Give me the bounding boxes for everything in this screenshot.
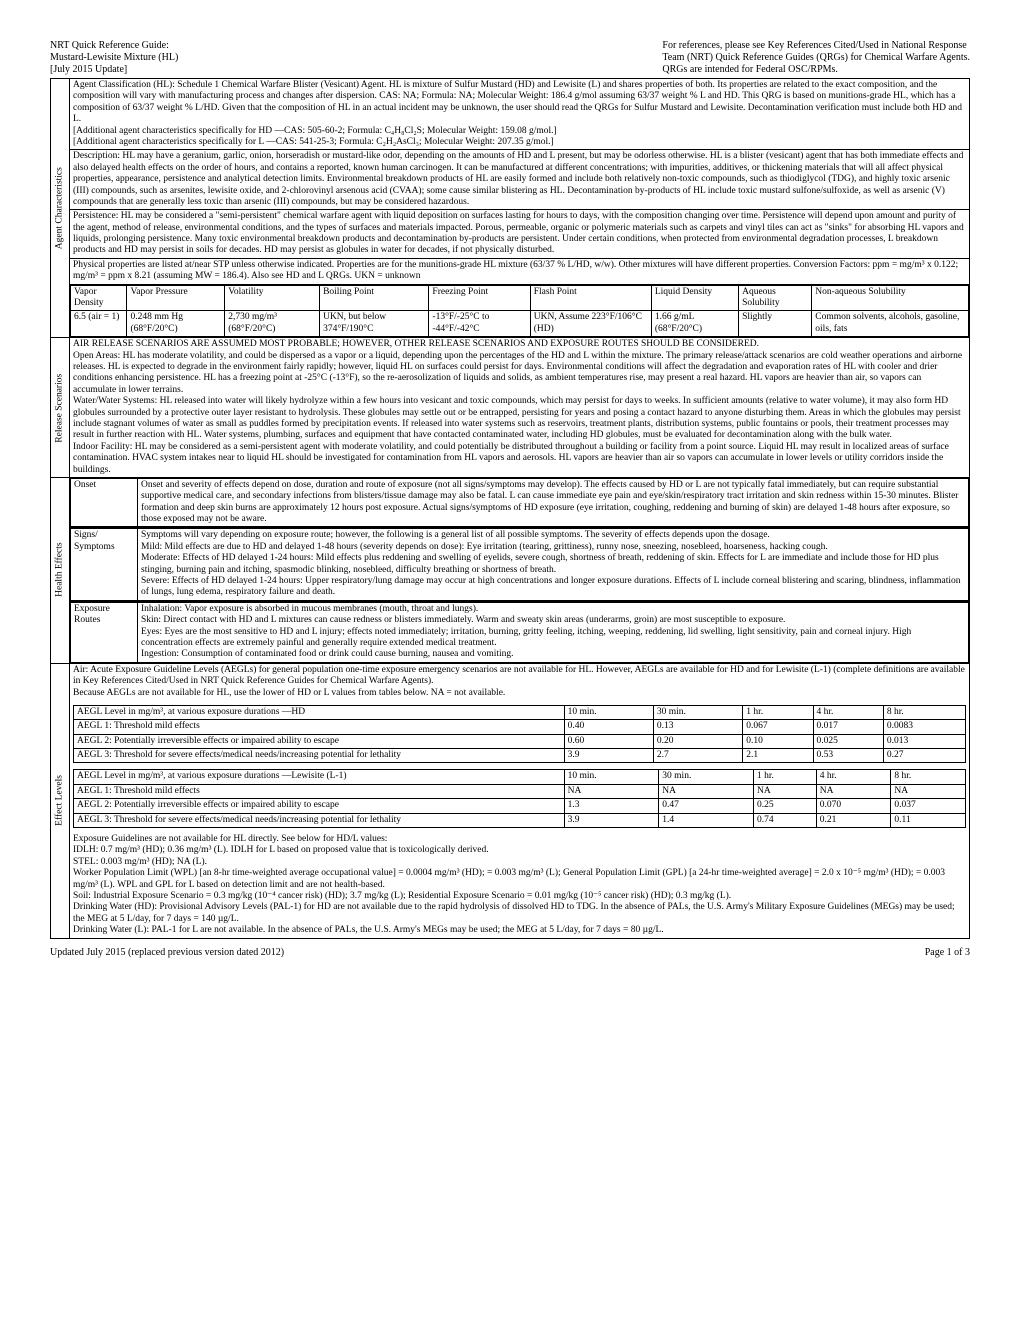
release-label: Release Scenarios <box>51 338 70 478</box>
signs-label: Signs/ Symptoms <box>71 529 138 600</box>
ref-line3: QRGs are intended for Federal OSC/RPMs. <box>662 64 970 76</box>
phys-intro: Physical properties are listed at/near S… <box>70 258 970 284</box>
signs-text: Symptoms will vary depending on exposure… <box>138 529 969 600</box>
ref-line2: Team (NRT) Quick Reference Guides (QRGs)… <box>662 52 970 64</box>
document-header: NRT Quick Reference Guide: Mustard-Lewis… <box>50 40 970 76</box>
health-label: Health Effects <box>51 477 70 663</box>
agent-char-persist: Persistence: HL may be considered a "sem… <box>70 210 970 259</box>
phys-table-cell: Vapor Density Vapor Pressure Volatility … <box>70 284 970 338</box>
release-text: AIR RELEASE SCENARIOS ARE ASSUMED MOST P… <box>70 338 970 478</box>
aegl-hd-table: AEGL Level in mg/m³, at various exposure… <box>73 705 966 764</box>
aegl-l1-table: AEGL Level in mg/m³, at various exposure… <box>73 769 966 828</box>
onset-label: Onset <box>71 478 138 527</box>
footer-right: Page 1 of 3 <box>925 947 970 959</box>
phys-data-row: 6.5 (air = 1) 0.248 mm Hg (68°F/20°C) 2,… <box>71 311 969 337</box>
agent-char-desc: Description: HL may have a geranium, gar… <box>70 150 970 210</box>
effect-content: Air: Acute Exposure Guideline Levels (AE… <box>70 663 970 938</box>
onset-text: Onset and severity of effects depend on … <box>138 478 969 527</box>
title-line2: Mustard-Lewisite Mixture (HL) <box>50 52 178 64</box>
phys-table: Vapor Density Vapor Pressure Volatility … <box>70 285 969 338</box>
phys-head-row: Vapor Density Vapor Pressure Volatility … <box>71 285 969 311</box>
main-table: Agent Characteristics Agent Classificati… <box>50 78 970 939</box>
agent-char-p1: Agent Classification (HL): Schedule 1 Ch… <box>70 79 970 150</box>
routes-label: Exposure Routes <box>71 602 138 662</box>
effect-label: Effect Levels <box>51 663 70 938</box>
ref-line1: For references, please see Key Reference… <box>662 40 970 52</box>
title-line3: [July 2015 Update] <box>50 64 178 76</box>
footer-left: Updated July 2015 (replaced previous ver… <box>50 947 284 959</box>
routes-text: Inhalation: Vapor exposure is absorbed i… <box>138 602 969 662</box>
agent-char-label: Agent Characteristics <box>51 79 70 338</box>
title-line1: NRT Quick Reference Guide: <box>50 40 178 52</box>
footer: Updated July 2015 (replaced previous ver… <box>50 947 970 959</box>
effect-notes: Exposure Guidelines are not available fo… <box>73 834 966 937</box>
